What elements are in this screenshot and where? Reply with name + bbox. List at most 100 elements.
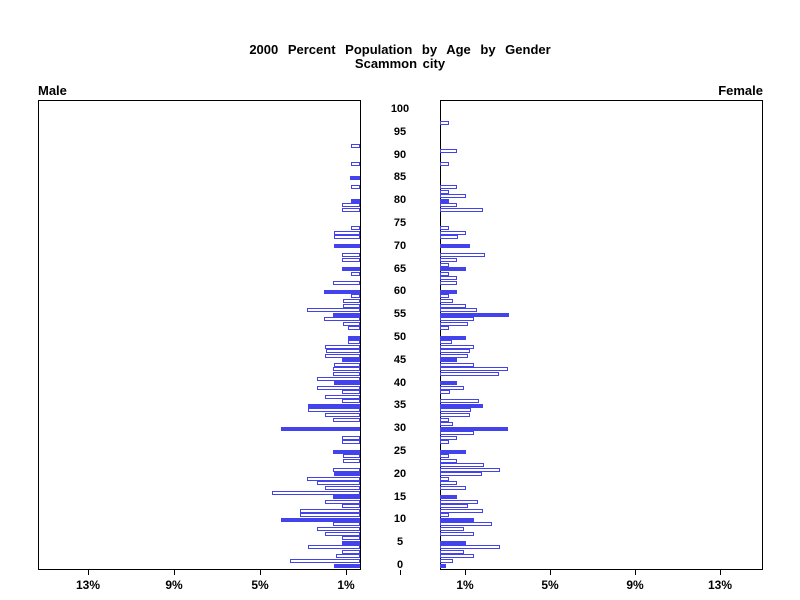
bar-female-age-55 — [440, 313, 509, 317]
age-tick-label-35: 35 — [393, 399, 407, 411]
bar-male-age-45 — [342, 358, 360, 362]
bar-male-age-1 — [290, 559, 360, 563]
bar-female-age-48 — [440, 345, 474, 349]
male-axis-1%-tick — [346, 570, 347, 575]
bar-female-age-81 — [440, 194, 466, 198]
bar-male-age-21 — [333, 468, 360, 472]
bar-female-age-52 — [440, 326, 449, 330]
bar-female-age-49 — [440, 340, 452, 344]
bar-male-age-9 — [333, 522, 360, 526]
bar-male-age-42 — [333, 372, 360, 376]
bar-female-age-70 — [440, 244, 470, 248]
bar-female-age-28 — [440, 436, 457, 440]
bar-male-age-17 — [325, 486, 360, 490]
female-axis-5%-label: 5% — [541, 578, 559, 592]
bar-male-age-37 — [325, 395, 360, 399]
bar-male-age-6 — [342, 536, 360, 540]
age-tick-label-20: 20 — [393, 468, 407, 480]
bar-female-age-5 — [440, 541, 466, 545]
bar-male-age-28 — [342, 436, 360, 440]
bar-male-age-8 — [317, 527, 360, 531]
bar-female-age-27 — [440, 440, 449, 444]
bar-male-age-55 — [333, 313, 360, 317]
bar-female-age-15 — [440, 495, 457, 499]
bar-female-age-78 — [440, 208, 483, 212]
chart-title: 2000 Percent Population by Age by Gender — [249, 42, 551, 57]
bar-female-age-25 — [440, 450, 466, 454]
bar-male-age-16 — [272, 491, 360, 495]
bar-female-age-63 — [440, 276, 457, 280]
bar-male-age-88 — [351, 162, 360, 166]
bar-male-age-13 — [342, 504, 360, 508]
bar-male-age-39 — [317, 386, 360, 390]
bar-male-age-3 — [342, 550, 360, 554]
bar-female-age-29 — [440, 431, 474, 435]
bar-male-age-67 — [342, 258, 360, 262]
age-tick-label-15: 15 — [393, 491, 407, 503]
bar-female-age-39 — [440, 386, 464, 390]
bar-female-age-20 — [440, 472, 482, 476]
bar-male-age-50 — [348, 336, 360, 340]
bar-male-age-2 — [336, 554, 360, 558]
bar-male-age-72 — [334, 235, 360, 239]
bar-female-age-91 — [440, 149, 457, 153]
bar-female-age-45 — [440, 358, 457, 362]
bar-female-age-1 — [440, 559, 453, 563]
age-tick-label-65: 65 — [393, 263, 407, 275]
bar-female-age-73 — [440, 231, 466, 235]
age-tick-label-5: 5 — [396, 536, 404, 548]
bar-female-age-17 — [440, 486, 466, 490]
bar-male-age-43 — [333, 367, 360, 371]
bar-male-age-36 — [342, 399, 360, 403]
female-axis-5%-tick — [550, 570, 551, 575]
bar-female-age-21 — [440, 468, 500, 472]
male-axis-1%-label: 1% — [337, 578, 355, 592]
female-axis-1%-label: 1% — [456, 578, 474, 592]
bar-male-age-34 — [308, 408, 360, 412]
male-axis-13%-label: 13% — [75, 578, 101, 592]
chart-subtitle: Scammon city — [354, 56, 446, 71]
bar-female-age-8 — [440, 527, 464, 531]
bar-male-age-57 — [343, 304, 360, 308]
female-axis-13%-label: 13% — [707, 578, 733, 592]
bar-female-age-34 — [440, 408, 471, 412]
bar-female-age-79 — [440, 203, 457, 207]
bar-male-age-47 — [326, 349, 360, 353]
bar-male-age-64 — [351, 272, 360, 276]
bar-male-age-44 — [334, 363, 360, 367]
age-tick-label-40: 40 — [393, 377, 407, 389]
female-axis-9%-label: 9% — [626, 578, 644, 592]
female-panel-label: Female — [718, 83, 763, 98]
age-tick-label-75: 75 — [393, 217, 407, 229]
bar-male-age-18 — [317, 481, 360, 485]
bar-male-age-35 — [308, 404, 360, 408]
bar-female-age-64 — [440, 272, 449, 276]
bar-male-age-7 — [325, 532, 360, 536]
age-tick-label-25: 25 — [393, 445, 407, 457]
bar-male-age-32 — [333, 418, 360, 422]
female-axis-9%-tick — [635, 570, 636, 575]
age-tick-label-45: 45 — [393, 354, 407, 366]
bar-female-age-9 — [440, 522, 492, 526]
male-axis-9%-label: 9% — [165, 578, 183, 592]
age-tick-label-100: 100 — [390, 103, 410, 115]
age-tick-label-60: 60 — [393, 285, 407, 297]
bar-female-age-97 — [440, 121, 449, 125]
bar-female-age-22 — [440, 463, 484, 467]
age-tick-label-70: 70 — [393, 240, 407, 252]
bar-male-age-5 — [342, 541, 360, 545]
bar-female-age-0 — [440, 564, 446, 568]
bar-male-age-68 — [342, 253, 360, 257]
age-tick-label-30: 30 — [393, 422, 407, 434]
bar-male-age-12 — [300, 509, 360, 513]
bar-female-age-3 — [440, 550, 464, 554]
bar-male-age-38 — [342, 390, 360, 394]
bar-female-age-54 — [440, 317, 474, 321]
bar-male-age-15 — [333, 495, 360, 499]
bar-male-age-85 — [350, 176, 360, 180]
bar-female-age-72 — [440, 235, 458, 239]
bar-female-age-57 — [440, 304, 466, 308]
bar-female-age-58 — [440, 299, 453, 303]
bar-female-age-62 — [440, 281, 457, 285]
bar-female-age-36 — [440, 399, 479, 403]
